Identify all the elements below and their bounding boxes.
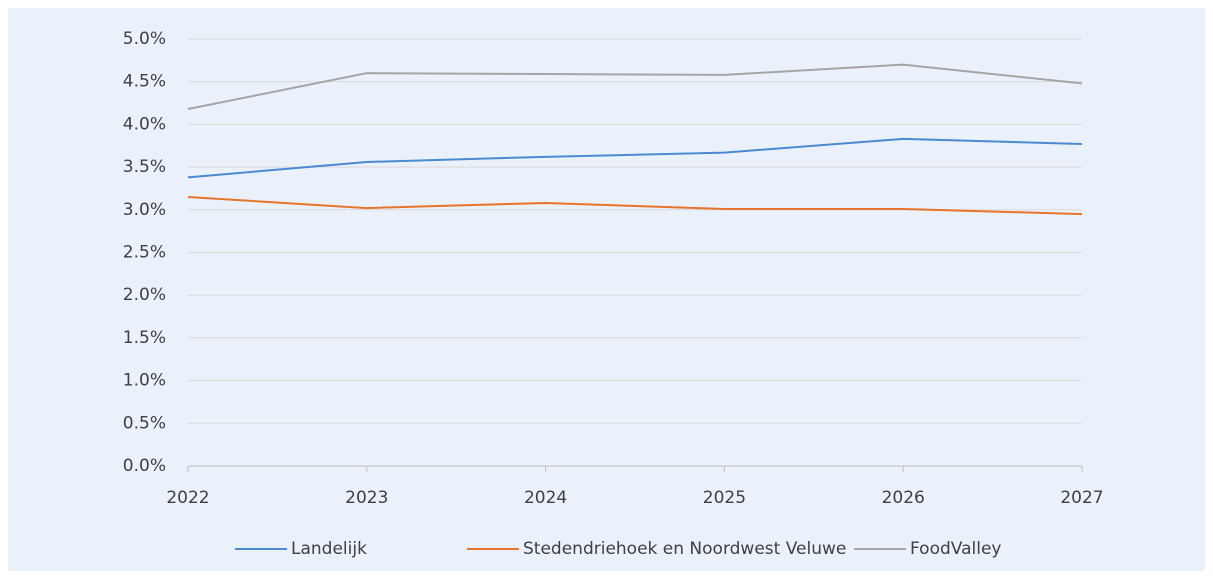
y-tick-label: 4.0% [123,114,166,134]
y-tick-label: 3.5% [123,157,166,177]
x-tick-label: 2024 [524,488,567,508]
x-tick-label: 2022 [166,488,209,508]
y-tick-label: 4.5% [123,72,166,92]
series-line [187,195,1083,216]
y-tick-label: 2.5% [123,243,166,263]
x-tick-label: 2027 [1060,488,1103,508]
legend-label: Stedendriehoek en Noordwest Veluwe [523,539,846,559]
y-tick-label: 1.0% [123,371,166,391]
y-tick-label: 2.0% [123,285,166,305]
x-tick-label: 2023 [345,488,388,508]
y-tick-label: 3.0% [123,200,166,220]
x-tick-label: 2026 [882,488,925,508]
x-tick-label: 2025 [703,488,746,508]
y-tick-label: 0.5% [123,413,166,433]
y-tick-label: 1.5% [123,328,166,348]
y-tick-label: 5.0% [123,29,166,49]
legend-label: Landelijk [291,539,367,559]
series-line [187,137,1083,179]
chart-background [8,8,1205,571]
legend-label: FoodValley [910,539,1001,559]
y-tick-label: 0.0% [123,456,166,476]
series-line [187,63,1083,111]
